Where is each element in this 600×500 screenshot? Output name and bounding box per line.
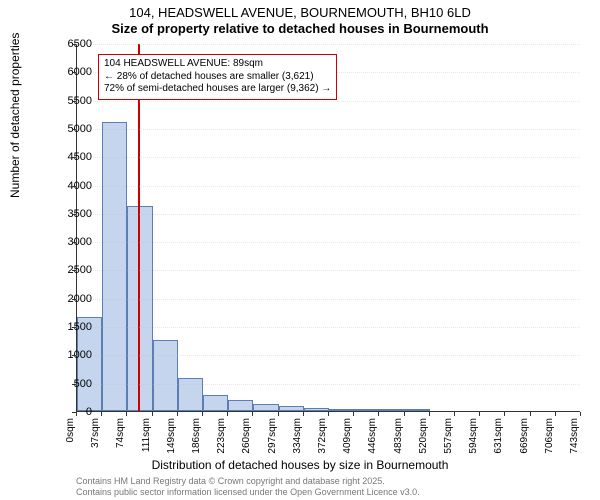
histogram-bar	[379, 409, 404, 411]
chart-title-main: 104, HEADSWELL AVENUE, BOURNEMOUTH, BH10…	[0, 5, 600, 20]
annotation-line1: 104 HEADSWELL AVENUE: 89sqm	[104, 58, 331, 71]
histogram-bar	[228, 400, 253, 411]
histogram-bar	[178, 378, 203, 411]
x-tick-label: 446sqm	[367, 418, 378, 454]
footer-copyright: Contains HM Land Registry data © Crown c…	[76, 476, 385, 486]
histogram-bar	[304, 408, 329, 411]
y-axis-label: Number of detached properties	[8, 33, 22, 198]
x-tick-label: 594sqm	[468, 418, 479, 454]
x-tick-label: 0sqm	[65, 418, 76, 442]
annotation-line2: ← 28% of detached houses are smaller (3,…	[104, 71, 331, 84]
histogram-bar	[354, 409, 379, 411]
y-tick-label: 0	[42, 406, 92, 418]
x-tick-label: 260sqm	[241, 418, 252, 454]
x-tick-label: 483sqm	[393, 418, 404, 454]
x-tick-label: 557sqm	[443, 418, 454, 454]
histogram-bar	[253, 404, 278, 411]
x-axis-label: Distribution of detached houses by size …	[0, 458, 600, 472]
x-tick-label: 111sqm	[141, 418, 152, 452]
histogram-bar	[102, 122, 127, 411]
x-tick-label: 334sqm	[292, 418, 303, 454]
x-tick-label: 223sqm	[216, 418, 227, 454]
chart-container: 104, HEADSWELL AVENUE, BOURNEMOUTH, BH10…	[0, 0, 600, 500]
x-tick-label: 37sqm	[90, 418, 101, 448]
x-tick-label: 149sqm	[166, 418, 177, 454]
annotation-box: 104 HEADSWELL AVENUE: 89sqm← 28% of deta…	[98, 54, 337, 100]
x-tick-label: 74sqm	[115, 418, 126, 448]
x-tick-label: 743sqm	[569, 418, 580, 454]
x-tick-label: 409sqm	[342, 418, 353, 454]
histogram-bar	[153, 340, 178, 411]
x-tick-label: 186sqm	[191, 418, 202, 454]
x-tick-label: 706sqm	[544, 418, 555, 454]
chart-title-sub: Size of property relative to detached ho…	[0, 21, 600, 36]
x-tick-label: 520sqm	[418, 418, 429, 454]
histogram-bar	[203, 395, 228, 411]
x-tick-label: 631sqm	[493, 418, 504, 454]
annotation-line3: 72% of semi-detached houses are larger (…	[104, 83, 331, 96]
histogram-bar	[279, 406, 304, 411]
histogram-bar	[405, 409, 430, 411]
x-tick-label: 669sqm	[519, 418, 530, 454]
histogram-bar	[329, 409, 354, 411]
x-tick-label: 297sqm	[267, 418, 278, 454]
footer-licence: Contains public sector information licen…	[76, 487, 420, 497]
x-tick-label: 372sqm	[317, 418, 328, 454]
